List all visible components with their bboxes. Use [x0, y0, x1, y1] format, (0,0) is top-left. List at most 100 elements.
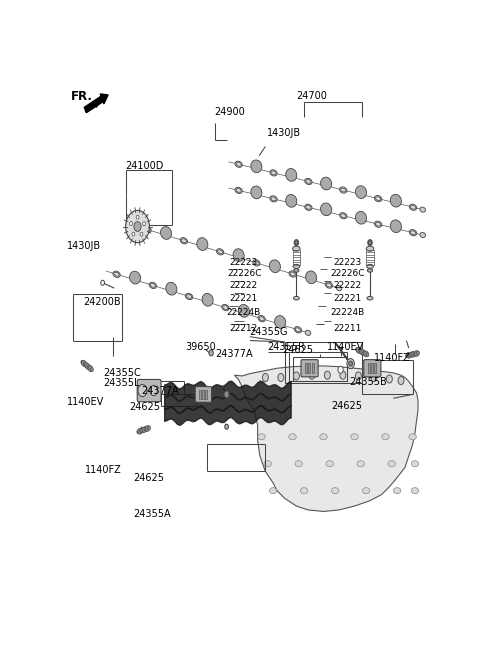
Ellipse shape — [289, 434, 296, 440]
Text: 22212: 22212 — [229, 324, 257, 333]
Ellipse shape — [269, 487, 277, 494]
Circle shape — [145, 426, 150, 432]
Ellipse shape — [351, 434, 358, 440]
Ellipse shape — [271, 197, 276, 201]
Circle shape — [295, 241, 298, 245]
Text: 24200B: 24200B — [84, 297, 121, 307]
Bar — [368, 363, 370, 373]
Ellipse shape — [235, 161, 242, 167]
Text: 24700: 24700 — [296, 91, 327, 102]
Ellipse shape — [187, 295, 192, 298]
Ellipse shape — [217, 250, 223, 254]
Bar — [308, 363, 311, 373]
Ellipse shape — [390, 220, 401, 233]
Bar — [366, 250, 374, 265]
Ellipse shape — [251, 186, 262, 199]
Ellipse shape — [149, 282, 156, 289]
Circle shape — [138, 428, 142, 434]
Circle shape — [126, 211, 149, 243]
Text: 24355L: 24355L — [103, 379, 139, 388]
FancyBboxPatch shape — [195, 386, 212, 402]
Text: 22221: 22221 — [334, 294, 361, 303]
Ellipse shape — [294, 327, 301, 333]
Ellipse shape — [269, 260, 280, 273]
Bar — [371, 363, 373, 373]
Circle shape — [140, 232, 143, 236]
Ellipse shape — [409, 230, 417, 236]
Text: 22224B: 22224B — [226, 308, 261, 317]
Circle shape — [340, 371, 346, 379]
Ellipse shape — [222, 304, 229, 311]
Ellipse shape — [320, 434, 327, 440]
Ellipse shape — [305, 204, 312, 211]
Bar — [202, 390, 204, 399]
Ellipse shape — [305, 178, 312, 184]
Circle shape — [136, 215, 139, 219]
FancyBboxPatch shape — [137, 379, 161, 401]
Ellipse shape — [374, 195, 382, 202]
Ellipse shape — [130, 271, 141, 284]
Circle shape — [408, 352, 412, 358]
Ellipse shape — [409, 434, 416, 440]
Circle shape — [338, 366, 343, 373]
Circle shape — [90, 368, 94, 372]
Ellipse shape — [145, 228, 150, 232]
Ellipse shape — [197, 237, 208, 251]
Ellipse shape — [326, 283, 332, 287]
Text: 24377A: 24377A — [216, 349, 253, 359]
Bar — [205, 390, 207, 399]
Ellipse shape — [275, 316, 286, 329]
Text: 1140FZ: 1140FZ — [85, 465, 122, 475]
Bar — [293, 250, 300, 265]
Circle shape — [140, 428, 143, 433]
Text: 24355A: 24355A — [133, 509, 171, 519]
Ellipse shape — [367, 269, 372, 272]
Ellipse shape — [375, 197, 381, 201]
Ellipse shape — [270, 170, 277, 176]
Bar — [374, 363, 376, 373]
Ellipse shape — [367, 297, 373, 300]
Circle shape — [406, 354, 408, 358]
Ellipse shape — [306, 180, 311, 183]
Bar — [199, 390, 201, 399]
Ellipse shape — [181, 239, 186, 243]
Ellipse shape — [290, 272, 295, 276]
Ellipse shape — [258, 316, 265, 322]
Circle shape — [86, 363, 90, 369]
Text: 22223: 22223 — [334, 258, 361, 266]
Ellipse shape — [180, 237, 188, 244]
Circle shape — [82, 360, 86, 366]
Text: 22211: 22211 — [334, 324, 362, 333]
Ellipse shape — [300, 487, 308, 494]
Circle shape — [130, 222, 132, 226]
Ellipse shape — [114, 272, 119, 276]
Circle shape — [363, 351, 366, 356]
Ellipse shape — [239, 304, 250, 318]
Circle shape — [225, 424, 228, 429]
Circle shape — [278, 373, 284, 382]
Circle shape — [361, 350, 365, 356]
Circle shape — [87, 365, 91, 370]
Text: 24625: 24625 — [133, 473, 165, 483]
Ellipse shape — [382, 434, 389, 440]
Circle shape — [369, 241, 372, 245]
Text: 1430JB: 1430JB — [266, 129, 300, 138]
Circle shape — [224, 391, 229, 398]
Ellipse shape — [293, 264, 300, 268]
Ellipse shape — [293, 246, 300, 251]
Ellipse shape — [339, 213, 347, 219]
Ellipse shape — [341, 188, 346, 192]
Ellipse shape — [375, 222, 381, 226]
Ellipse shape — [411, 487, 419, 494]
Ellipse shape — [410, 205, 416, 209]
FancyArrow shape — [84, 94, 108, 113]
Ellipse shape — [144, 226, 151, 233]
Text: 24355C: 24355C — [103, 368, 141, 378]
Ellipse shape — [166, 282, 177, 295]
Text: 1430JB: 1430JB — [67, 241, 101, 251]
Ellipse shape — [295, 461, 302, 467]
Text: 22224B: 22224B — [330, 308, 365, 317]
Ellipse shape — [254, 261, 259, 265]
Circle shape — [364, 351, 368, 357]
Ellipse shape — [286, 169, 297, 181]
